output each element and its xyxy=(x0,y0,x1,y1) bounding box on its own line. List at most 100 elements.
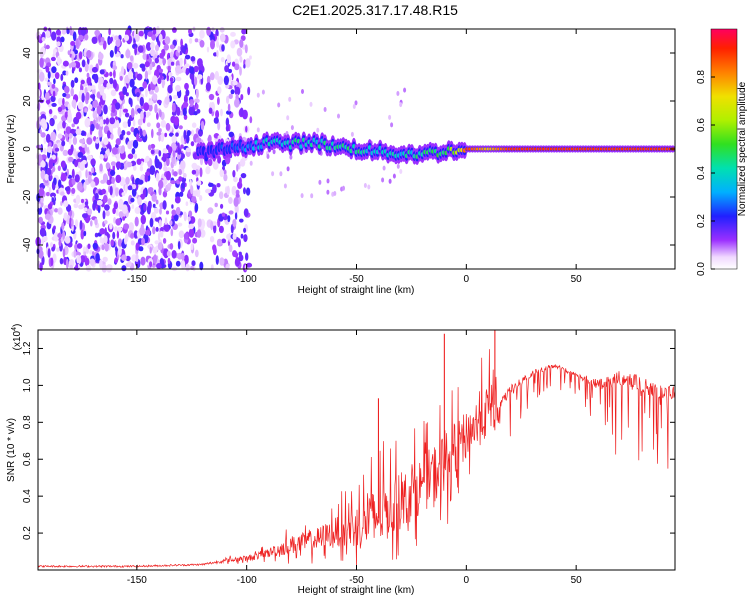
heatmap-cell xyxy=(73,148,77,157)
heatmap-cell xyxy=(71,168,75,179)
heatmap-cell xyxy=(166,250,171,257)
heatmap-cell xyxy=(188,228,195,238)
heatmap-cell xyxy=(177,222,183,227)
heatmap-cell xyxy=(216,50,219,58)
heatmap-cell xyxy=(121,66,125,75)
heatmap-cell xyxy=(94,232,99,238)
heatmap-cell xyxy=(392,173,396,179)
heatmap-cell xyxy=(92,93,95,102)
heatmap-cell xyxy=(381,177,385,183)
heatmap-cell xyxy=(63,212,68,221)
heatmap-cell xyxy=(93,199,98,205)
heatmap-cell xyxy=(234,86,241,96)
heatmap-cell xyxy=(177,148,182,155)
heatmap-cell xyxy=(71,123,75,128)
heatmap-cell xyxy=(78,204,84,210)
heatmap-cell xyxy=(41,95,45,100)
heatmap-cell xyxy=(132,119,136,127)
heatmap-cell xyxy=(154,103,158,114)
heatmap-cell xyxy=(169,243,174,250)
heatmap-cell xyxy=(239,107,244,117)
heatmap-cell xyxy=(192,237,198,244)
heatmap-cell xyxy=(40,132,46,138)
heatmap-cell xyxy=(78,146,83,151)
heatmap-cell xyxy=(140,256,146,266)
heatmap-cell xyxy=(114,35,119,41)
heatmap-cell xyxy=(86,146,90,154)
heatmap-cell xyxy=(154,240,160,245)
heatmap-cell xyxy=(195,103,199,110)
heatmap-cell xyxy=(72,136,78,145)
x-tick-label: 50 xyxy=(571,575,583,586)
heatmap-cell xyxy=(143,102,150,111)
heatmap-cell xyxy=(115,174,122,184)
heatmap-cell xyxy=(136,73,143,81)
heatmap-cell xyxy=(160,230,164,238)
heatmap-cell xyxy=(106,264,112,273)
heatmap-cell xyxy=(228,197,233,204)
spectrogram-y-label: Frequency (Hz) xyxy=(6,115,17,184)
heatmap-cell xyxy=(220,33,226,43)
heatmap-cell xyxy=(239,66,242,76)
heatmap-cell xyxy=(245,58,251,68)
heatmap-cell xyxy=(326,189,330,195)
heatmap-cell xyxy=(103,119,106,125)
heatmap-cell xyxy=(224,65,230,73)
heatmap-cell xyxy=(301,89,304,94)
heatmap-cell xyxy=(101,188,106,195)
heatmap-cell xyxy=(150,49,156,57)
heatmap-cell xyxy=(39,227,46,237)
heatmap-cell xyxy=(127,153,134,160)
heatmap-cell xyxy=(125,255,131,262)
heatmap-cell xyxy=(112,231,116,240)
x-tick-label: -150 xyxy=(127,575,147,586)
heatmap-cell xyxy=(196,108,201,114)
heatmap-cell xyxy=(95,138,99,144)
heatmap-cell xyxy=(219,27,225,33)
heatmap-cell xyxy=(217,155,222,164)
heatmap-cell xyxy=(228,68,232,74)
heatmap-cell xyxy=(84,117,91,128)
heatmap-cell xyxy=(183,94,188,104)
heatmap-cell xyxy=(62,60,69,67)
heatmap-cell xyxy=(70,41,76,46)
heatmap-cell xyxy=(241,28,247,35)
heatmap-cell xyxy=(85,169,88,179)
heatmap-cell xyxy=(175,207,181,216)
heatmap-cell xyxy=(78,67,82,73)
heatmap-cell xyxy=(227,103,231,112)
heatmap-cell xyxy=(102,173,108,183)
heatmap-cell xyxy=(185,68,189,76)
heatmap-cell xyxy=(230,223,234,234)
heatmap-cell xyxy=(230,89,235,95)
heatmap-cell xyxy=(177,240,181,250)
heatmap-cell xyxy=(125,49,131,59)
heatmap-cell xyxy=(216,40,220,48)
heatmap-cell xyxy=(123,34,130,41)
heatmap-cell xyxy=(196,74,203,80)
heatmap-cell xyxy=(118,227,122,233)
heatmap-cell xyxy=(210,39,215,50)
heatmap-cell xyxy=(84,201,89,206)
heatmap-cell xyxy=(118,246,122,256)
heatmap-cell xyxy=(62,120,66,129)
heatmap-cell xyxy=(136,108,142,113)
heatmap-cell xyxy=(84,33,89,41)
snr-peaks xyxy=(377,330,496,519)
colorbar-tick-label: 0.0 xyxy=(696,262,707,276)
heatmap-cell xyxy=(352,104,356,109)
heatmap-cell xyxy=(167,84,173,94)
heatmap-cell xyxy=(44,213,51,220)
colorbar-tick-label: 0.8 xyxy=(696,70,707,84)
heatmap-cell xyxy=(94,73,99,84)
heatmap-cell xyxy=(89,250,93,255)
heatmap-cell xyxy=(234,63,240,71)
x-tick-label: -100 xyxy=(237,274,257,285)
heatmap-cell xyxy=(130,240,135,246)
heatmap-cell xyxy=(150,41,155,50)
heatmap-cell xyxy=(105,117,110,125)
heatmap-cell xyxy=(50,257,54,267)
heatmap-cell xyxy=(124,237,128,245)
heatmap-cell xyxy=(36,35,41,41)
heatmap-cell xyxy=(152,226,156,235)
